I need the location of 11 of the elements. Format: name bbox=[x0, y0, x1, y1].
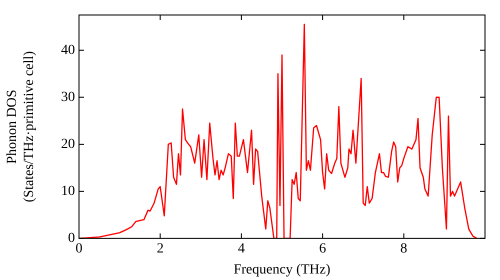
y-tick-label: 20 bbox=[61, 137, 75, 152]
y-tick-label: 10 bbox=[61, 184, 75, 200]
x-tick-label: 4 bbox=[238, 241, 245, 256]
y-tick-label: 40 bbox=[61, 42, 75, 58]
y-tick-label: 30 bbox=[61, 90, 75, 105]
x-tick-label: 2 bbox=[156, 241, 164, 256]
y-tick-label: 0 bbox=[68, 231, 75, 246]
x-tick-label: 6 bbox=[319, 241, 326, 256]
x-axis-title: Frequency (THz) bbox=[234, 262, 331, 278]
y-axis-title: Phonon DOS (States/THz·primitive cell) bbox=[5, 50, 37, 202]
x-tick-label: 8 bbox=[400, 241, 408, 256]
